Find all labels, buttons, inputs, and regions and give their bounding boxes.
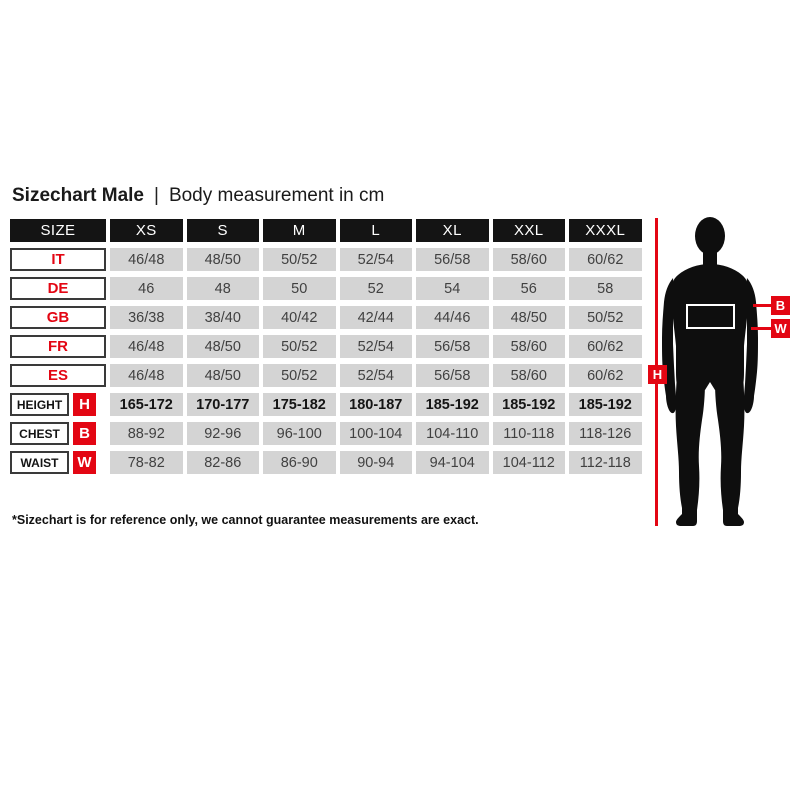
table-cell: 82-86 [186, 451, 259, 474]
title-separator: | [154, 185, 159, 206]
table-cell: 58 [569, 277, 642, 300]
size-table: SIZE XS S M L XL XXL XXXL IT 46/48 48/50… [10, 219, 642, 474]
table-cell: 86-90 [263, 451, 336, 474]
table-cell: 48/50 [186, 335, 259, 358]
col-header-l: L [339, 219, 412, 242]
waist-label: WAIST [10, 451, 69, 474]
table-cell: 52/54 [339, 364, 412, 387]
col-header-m: M [263, 219, 336, 242]
row-label-fr: FR [10, 335, 106, 358]
height-badge: H [648, 365, 667, 384]
row-label-waist: WAIST W [10, 451, 106, 474]
table-cell: 58/60 [492, 248, 565, 271]
chest-badge: B [771, 296, 790, 315]
col-header-xxxl: XXXL [569, 219, 642, 242]
table-cell: 46 [110, 277, 183, 300]
table-cell: 180-187 [339, 393, 412, 416]
table-cell: 60/62 [569, 248, 642, 271]
row-label-height: HEIGHT H [10, 393, 106, 416]
row-label-it: IT [10, 248, 106, 271]
row-label-es: ES [10, 364, 106, 387]
table-cell: 50 [263, 277, 336, 300]
chest-label: CHEST [10, 422, 69, 445]
chest-letter-badge: B [73, 422, 96, 445]
col-header-xl: XL [416, 219, 489, 242]
row-label-chest: CHEST B [10, 422, 106, 445]
table-cell: 36/38 [110, 306, 183, 329]
waist-connector-line [751, 327, 771, 330]
table-cell: 46/48 [110, 248, 183, 271]
row-label-de: DE [10, 277, 106, 300]
table-cell: 52/54 [339, 335, 412, 358]
table-cell: 170-177 [186, 393, 259, 416]
table-cell: 94-104 [416, 451, 489, 474]
table-cell: 48/50 [492, 306, 565, 329]
table-cell: 90-94 [339, 451, 412, 474]
table-cell: 78-82 [110, 451, 183, 474]
col-header-size: SIZE [10, 219, 106, 242]
table-cell: 92-96 [186, 422, 259, 445]
table-cell: 104-110 [416, 422, 489, 445]
table-cell: 52 [339, 277, 412, 300]
table-cell: 46/48 [110, 335, 183, 358]
table-cell: 50/52 [263, 364, 336, 387]
table-cell: 185-192 [569, 393, 642, 416]
table-cell: 58/60 [492, 335, 565, 358]
waist-badge: W [771, 319, 790, 338]
table-cell: 118-126 [569, 422, 642, 445]
table-cell: 48/50 [186, 248, 259, 271]
table-cell: 112-118 [569, 451, 642, 474]
table-cell: 104-112 [492, 451, 565, 474]
chest-waist-band [686, 304, 735, 329]
col-header-s: S [186, 219, 259, 242]
table-cell: 96-100 [263, 422, 336, 445]
table-cell: 110-118 [492, 422, 565, 445]
table-cell: 88-92 [110, 422, 183, 445]
table-cell: 38/40 [186, 306, 259, 329]
table-cell: 42/44 [339, 306, 412, 329]
chest-connector-line [753, 304, 771, 307]
table-cell: 54 [416, 277, 489, 300]
disclaimer-footnote: *Sizechart is for reference only, we can… [12, 513, 479, 527]
table-cell: 165-172 [110, 393, 183, 416]
title-bold: Sizechart Male [12, 185, 144, 206]
table-cell: 175-182 [263, 393, 336, 416]
col-header-xxl: XXL [492, 219, 565, 242]
waist-letter-badge: W [73, 451, 96, 474]
table-cell: 40/42 [263, 306, 336, 329]
table-cell: 58/60 [492, 364, 565, 387]
page-title: Sizechart Male | Body measurement in cm [12, 185, 384, 207]
table-cell: 48 [186, 277, 259, 300]
table-cell: 100-104 [339, 422, 412, 445]
table-cell: 60/62 [569, 364, 642, 387]
row-label-gb: GB [10, 306, 106, 329]
table-cell: 48/50 [186, 364, 259, 387]
col-header-xs: XS [110, 219, 183, 242]
male-silhouette-icon [662, 217, 758, 526]
table-cell: 44/46 [416, 306, 489, 329]
height-label: HEIGHT [10, 393, 69, 416]
table-cell: 56/58 [416, 248, 489, 271]
table-cell: 52/54 [339, 248, 412, 271]
table-cell: 50/52 [263, 248, 336, 271]
table-cell: 185-192 [416, 393, 489, 416]
height-letter-badge: H [73, 393, 96, 416]
table-cell: 50/52 [263, 335, 336, 358]
table-cell: 56/58 [416, 364, 489, 387]
table-cell: 56 [492, 277, 565, 300]
table-cell: 50/52 [569, 306, 642, 329]
title-subtitle: Body measurement in cm [168, 185, 385, 206]
table-cell: 56/58 [416, 335, 489, 358]
table-cell: 60/62 [569, 335, 642, 358]
table-cell: 46/48 [110, 364, 183, 387]
table-cell: 185-192 [492, 393, 565, 416]
